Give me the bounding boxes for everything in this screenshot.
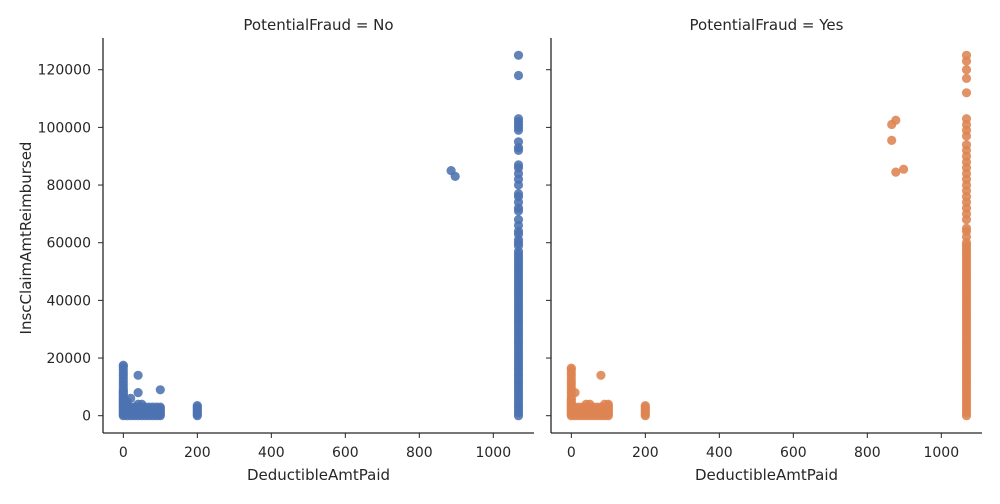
x-tick-label: 800 bbox=[406, 445, 433, 461]
x-tick-label: 400 bbox=[706, 445, 733, 461]
scatter-points bbox=[566, 50, 972, 421]
data-point bbox=[513, 70, 524, 81]
y-tick-label: 60000 bbox=[46, 236, 91, 252]
data-point bbox=[891, 167, 901, 177]
y-axis-label: InscClaimAmtReimbursed bbox=[17, 142, 35, 335]
x-tick-label: 800 bbox=[854, 445, 881, 461]
data-point bbox=[891, 115, 901, 125]
x-tick-label: 1000 bbox=[923, 445, 959, 461]
data-point bbox=[961, 223, 972, 233]
data-point bbox=[961, 73, 972, 83]
data-point bbox=[566, 363, 576, 373]
data-point bbox=[961, 65, 972, 75]
x-tick-label: 400 bbox=[258, 445, 285, 461]
data-point bbox=[192, 401, 202, 411]
y-tick-label: 20000 bbox=[46, 351, 91, 367]
data-point bbox=[570, 388, 580, 398]
x-axis-label: DeductibleAmtPaid bbox=[695, 466, 838, 484]
facet-panel-1: PotentialFraud = No 0 200 400 600 800 1000 Dedu… bbox=[38, 16, 534, 484]
data-point bbox=[640, 401, 650, 411]
data-point bbox=[596, 370, 606, 380]
data-point bbox=[603, 399, 613, 409]
x-tick-label: 600 bbox=[332, 445, 359, 461]
facet-title: PotentialFraud = Yes bbox=[690, 16, 844, 34]
x-tick-label: 1000 bbox=[475, 445, 511, 461]
x-tick-label: 0 bbox=[119, 445, 128, 461]
data-point bbox=[961, 88, 972, 98]
data-point bbox=[133, 388, 143, 398]
data-point bbox=[513, 160, 524, 170]
facet-panel-2: PotentialFraud = Yes 0 200 400 600 800 1000 Ded… bbox=[546, 16, 982, 484]
data-point bbox=[961, 50, 972, 60]
facet-title: PotentialFraud = No bbox=[243, 16, 393, 34]
data-point bbox=[513, 114, 524, 124]
y-tick-label: 100000 bbox=[38, 120, 91, 136]
y-tick-label: 80000 bbox=[46, 178, 91, 194]
data-point bbox=[961, 114, 972, 124]
scatter-points bbox=[118, 50, 524, 421]
data-point bbox=[450, 171, 460, 181]
data-point bbox=[513, 50, 524, 60]
data-point bbox=[118, 360, 128, 370]
data-point bbox=[513, 137, 524, 147]
x-tick-label: 200 bbox=[184, 445, 211, 461]
data-point bbox=[513, 189, 524, 199]
data-point bbox=[126, 393, 136, 403]
data-point bbox=[155, 385, 165, 395]
data-point bbox=[155, 402, 165, 412]
y-tick-label: 120000 bbox=[38, 63, 91, 79]
facet-panels: PotentialFraud = No 0 200 400 600 800 1000 Dedu… bbox=[38, 16, 982, 484]
data-point bbox=[513, 215, 524, 225]
data-point bbox=[133, 370, 143, 380]
data-point bbox=[887, 135, 897, 145]
y-tick-label: 40000 bbox=[46, 293, 91, 309]
x-axis-label: DeductibleAmtPaid bbox=[247, 466, 390, 484]
data-point bbox=[961, 140, 972, 150]
data-point bbox=[899, 164, 909, 174]
x-tick-label: 600 bbox=[780, 445, 807, 461]
x-tick-label: 0 bbox=[567, 445, 576, 461]
y-tick-label: 0 bbox=[82, 409, 91, 425]
x-tick-label: 200 bbox=[632, 445, 659, 461]
